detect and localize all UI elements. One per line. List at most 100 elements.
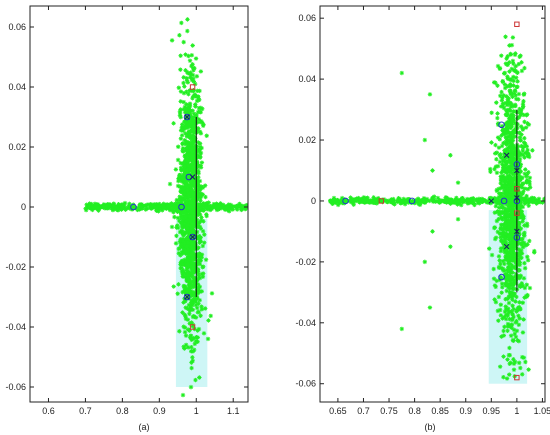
scatter-point	[182, 188, 187, 193]
scatter-point	[123, 207, 128, 212]
scatter-point	[195, 267, 201, 272]
scatter-point	[507, 108, 513, 113]
scatter-point	[228, 202, 234, 208]
scatter-point	[184, 167, 190, 173]
scatter-point	[524, 223, 530, 229]
scatter-point	[192, 215, 197, 220]
scatter-point	[197, 88, 202, 94]
scatter-point	[182, 119, 187, 124]
scatter-point	[489, 110, 494, 115]
scatter-point	[451, 200, 457, 206]
scatter-point	[117, 205, 122, 210]
scatter-point	[226, 205, 231, 211]
scatter-point	[510, 210, 515, 215]
scatter-point	[201, 264, 206, 269]
y-tick-label: -0.02	[5, 262, 26, 272]
scatter-point	[504, 281, 509, 286]
scatter-point	[201, 122, 206, 127]
x-tick-label: 0.8	[116, 406, 129, 416]
scatter-point	[500, 191, 505, 196]
scatter-point	[524, 282, 530, 287]
scatter-point	[495, 200, 500, 205]
scatter-point	[193, 150, 198, 156]
scatter-point	[521, 144, 527, 149]
scatter-point	[496, 318, 501, 323]
circle-marker	[342, 197, 349, 205]
scatter-point	[504, 288, 509, 294]
scatter-point	[200, 243, 206, 249]
scatter-point	[197, 284, 203, 290]
scatter-point	[498, 222, 504, 227]
scatter-point	[184, 230, 189, 235]
scatter-point	[522, 155, 527, 160]
x-tick-label: 1.1	[227, 406, 240, 416]
scatter-point	[189, 337, 194, 342]
scatter-point	[512, 359, 518, 365]
scatter-point	[523, 243, 528, 248]
scatter-point	[504, 135, 509, 141]
scatter-point	[495, 308, 501, 314]
x-tick-label: 0.75	[380, 406, 398, 416]
scatter-point	[138, 204, 143, 209]
cross-marker	[189, 174, 196, 180]
scatter-point	[186, 249, 191, 254]
scatter-point	[192, 213, 197, 218]
scatter-point	[191, 139, 197, 145]
x-tick-label: 0.9	[459, 406, 472, 416]
scatter-point	[189, 270, 194, 276]
scatter-point	[501, 194, 507, 199]
scatter-point	[192, 230, 198, 235]
scatter-point	[180, 231, 186, 236]
scatter-point	[517, 173, 522, 178]
scatter-point	[197, 297, 202, 303]
scatter-point	[184, 158, 190, 163]
scatter-point	[174, 197, 179, 203]
scatter-point	[503, 234, 508, 240]
y-tick-label: 0.02	[298, 135, 316, 145]
scatter-point	[513, 151, 518, 156]
scatter-point	[190, 62, 195, 67]
scatter-point	[503, 85, 508, 91]
scatter-point	[195, 120, 200, 125]
scatter-point	[191, 293, 196, 298]
scatter-point	[180, 289, 185, 295]
scatter-point	[522, 65, 527, 71]
scatter-point	[512, 331, 517, 337]
scatter-point	[197, 224, 203, 229]
scatter-point	[181, 80, 186, 86]
scatter-point	[507, 289, 512, 295]
scatter-point	[106, 205, 112, 211]
scatter-point	[502, 148, 507, 153]
scatter-point	[186, 258, 191, 264]
scatter-point	[522, 260, 527, 266]
scatter-point	[114, 204, 119, 210]
scatter-point	[197, 149, 203, 155]
scatter-point	[197, 208, 203, 213]
scatter-point	[507, 372, 512, 377]
scatter-point	[492, 166, 497, 172]
circle-marker	[513, 234, 521, 241]
circle-marker	[130, 203, 137, 211]
scatter-point	[524, 174, 529, 179]
scatter-point	[186, 251, 191, 257]
scatter-point	[104, 203, 109, 209]
scatter-point	[537, 199, 542, 204]
scatter-point	[495, 63, 501, 69]
scatter-point	[186, 147, 192, 152]
scatter-point	[220, 202, 226, 207]
scatter-point	[503, 121, 508, 127]
scatter-point	[173, 241, 179, 246]
scatter-point	[195, 236, 201, 241]
scatter-point	[540, 200, 545, 205]
scatter-point	[422, 200, 427, 205]
scatter-point	[224, 204, 229, 210]
scatter-point	[511, 83, 516, 88]
scatter-point	[501, 173, 506, 179]
scatter-point	[510, 281, 515, 287]
scatter-outlier-point	[448, 153, 453, 158]
scatter-point	[500, 101, 506, 106]
scatter-point	[359, 199, 365, 205]
scatter-point	[510, 176, 515, 182]
scatter-point	[505, 97, 510, 102]
